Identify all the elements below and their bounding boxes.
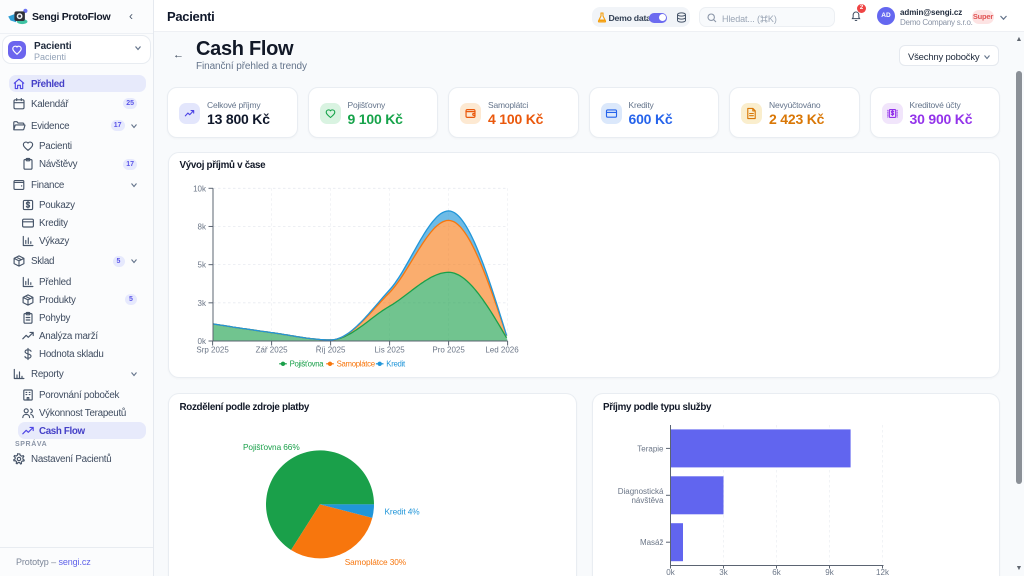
svg-text:10k: 10k [193, 184, 207, 193]
svg-text:8k: 8k [198, 222, 207, 231]
svg-text:9k: 9k [825, 568, 834, 576]
svg-text:Kredit: Kredit [386, 359, 406, 368]
svg-text:Zář 2025: Zář 2025 [256, 345, 289, 354]
svg-text:Srp 2025: Srp 2025 [196, 345, 229, 354]
svg-text:Kredit 4%: Kredit 4% [385, 506, 421, 516]
svg-text:5k: 5k [198, 260, 207, 269]
svg-text:3k: 3k [719, 568, 728, 576]
svg-text:Led 2026: Led 2026 [485, 345, 519, 354]
svg-text:6k: 6k [772, 568, 781, 576]
svg-text:Samoplátce: Samoplátce [337, 359, 375, 368]
svg-text:Samoplátce 30%: Samoplátce 30% [345, 557, 407, 567]
svg-text:Masáž: Masáž [639, 538, 663, 547]
svg-text:3k: 3k [198, 298, 207, 307]
svg-text:0k: 0k [666, 568, 675, 576]
svg-text:Terapie: Terapie [637, 444, 664, 453]
svg-text:Říj 2025: Říj 2025 [316, 345, 346, 354]
svg-text:Diagnostická: Diagnostická [617, 487, 663, 496]
svg-text:12k: 12k [876, 568, 890, 576]
svg-text:Pro 2025: Pro 2025 [432, 345, 465, 354]
svg-text:Pojišťovna: Pojišťovna [290, 359, 325, 368]
svg-text:Pojišťovna 66%: Pojišťovna 66% [243, 442, 300, 452]
svg-text:návštěva: návštěva [631, 496, 664, 505]
svg-text:Lis 2025: Lis 2025 [374, 345, 405, 354]
svg-text:0k: 0k [198, 337, 207, 346]
